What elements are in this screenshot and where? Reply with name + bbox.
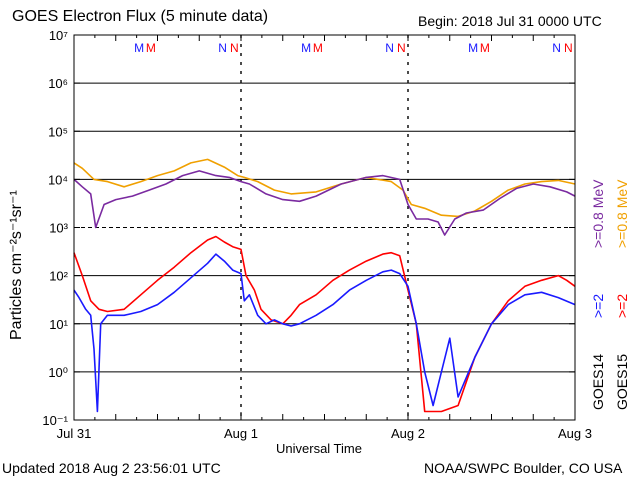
event-marker: M [468,41,478,55]
footer-updated: Updated 2018 Aug 2 23:56:01 UTC [2,460,221,476]
y-tick-label: 10⁶ [48,76,68,91]
legend-goes15-ge08: >=0.8 MeV [614,179,630,249]
event-marker: N [552,41,561,55]
x-tick-label: Aug 2 [391,426,425,441]
y-tick-label: 10⁻¹ [42,413,68,428]
y-axis-label: Particles cm⁻²s⁻¹sr⁻¹ [8,190,25,340]
y-tick-label: 10⁴ [48,172,68,187]
legend-goes14-ge08: >=0.8 MeV [590,179,606,249]
event-marker: M [301,41,311,55]
legend-goes14-ge2: >=2 [590,293,606,318]
event-marker: N [218,41,227,55]
x-tick-label: Jul 31 [57,426,92,441]
event-marker: N [564,41,573,55]
y-tick-label: 10¹ [49,317,68,332]
series-line-3 [73,253,576,413]
series-line-1 [73,170,576,236]
event-marker: N [397,41,406,55]
event-marker: M [146,41,156,55]
legend-goes14-label: GOES14 [590,353,606,410]
series-line-0 [73,158,576,218]
event-marker: M [134,41,144,55]
y-tick-label: 10² [49,269,68,284]
event-marker: N [385,41,394,55]
y-tick-label: 10³ [49,221,68,236]
event-marker: M [313,41,323,55]
y-tick-label: 10⁵ [48,124,68,139]
x-tick-label: Aug 3 [558,426,592,441]
x-tick-label: Aug 1 [224,426,258,441]
event-marker: N [230,41,239,55]
y-tick-label: 10⁷ [49,28,68,43]
legend-goes15-ge2: >=2 [614,293,630,318]
legend-goes15-label: GOES15 [614,353,630,410]
gridlines [74,35,575,420]
y-tick-label: 10⁰ [48,365,68,380]
begin-label: Begin: 2018 Jul 31 0000 UTC [418,13,602,29]
x-axis-label: Universal Time [276,441,362,456]
series-layer [73,158,576,413]
tick-labels: 10⁻¹ 10⁰ 10¹ 10² 10³ 10⁴ 10⁵ 10⁶ 10⁷ Jul 31 Aug 1 A… [42,28,592,441]
footer-credit: NOAA/SWPC Boulder, CO USA [424,460,623,476]
event-marker: M [480,41,490,55]
plot-frame [73,34,576,421]
chart-title: GOES Electron Flux (5 minute data) [12,8,269,25]
